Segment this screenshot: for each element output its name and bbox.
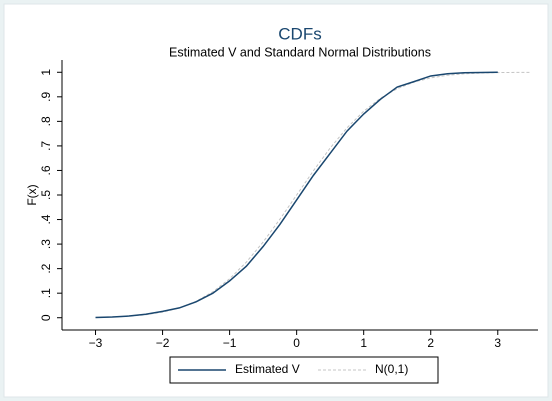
- y-tick-label: .2: [39, 263, 53, 273]
- series-line: [95, 71, 498, 319]
- legend-label: N(0,1): [375, 362, 408, 376]
- x-tick-label: 3: [494, 336, 501, 350]
- y-axis-label: F(x): [25, 184, 39, 205]
- legend-label: Estimated V: [235, 362, 300, 376]
- y-tick-label: .5: [39, 190, 53, 200]
- graph-region: [3, 3, 549, 398]
- x-tick-label: −1: [223, 336, 237, 350]
- chart-title: CDFs: [278, 24, 321, 43]
- x-tick-label: −2: [156, 336, 170, 350]
- x-tick-label: 1: [360, 336, 367, 350]
- y-tick-label: .6: [39, 165, 53, 175]
- y-tick-label: 1: [39, 69, 53, 76]
- y-tick-label: .9: [39, 91, 53, 101]
- y-tick-label: .8: [39, 116, 53, 126]
- y-tick-label: .3: [39, 239, 53, 249]
- x-tick-label: 0: [293, 336, 300, 350]
- chart-subtitle: Estimated V and Standard Normal Distribu…: [169, 45, 431, 59]
- y-tick-label: 0: [39, 314, 53, 321]
- series-line: [95, 71, 532, 318]
- y-tick-label: .4: [39, 214, 53, 224]
- y-tick-label: .1: [39, 288, 53, 298]
- x-tick-label: 2: [427, 336, 434, 350]
- y-tick-label: .7: [39, 141, 53, 151]
- x-tick-label: −3: [89, 336, 103, 350]
